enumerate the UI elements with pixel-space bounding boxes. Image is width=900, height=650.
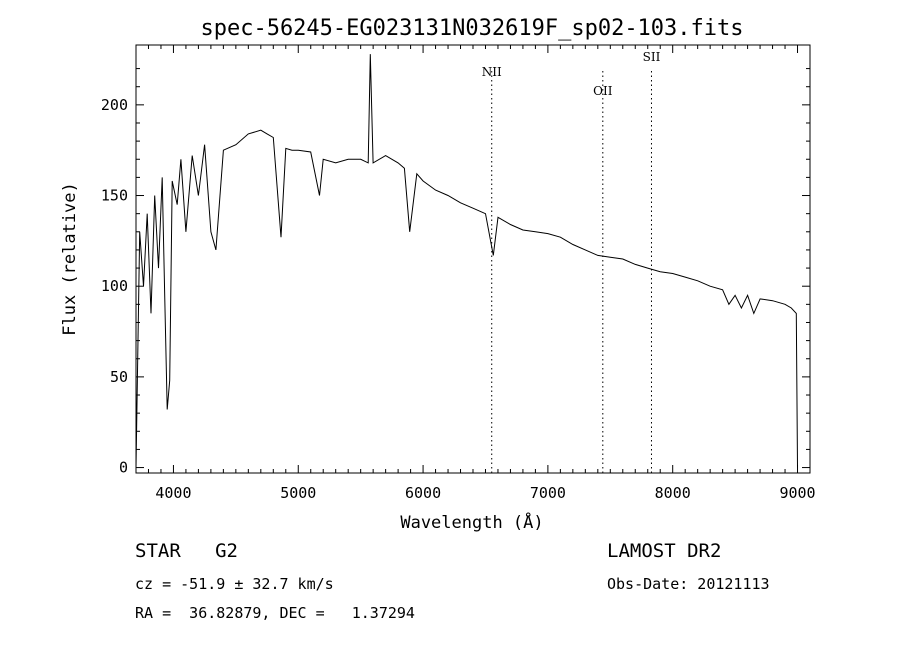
y-tick-label: 0 [119,459,128,477]
emission-line-label: OII [593,84,613,98]
plot-frame [135,44,811,474]
coordinates-label: RA = 36.82879, DEC = 1.37294 [135,604,415,622]
x-tick-label: 9000 [779,484,815,502]
y-tick-label: 200 [101,96,128,114]
x-tick-label: 6000 [405,484,441,502]
class-label: STAR G2 [135,540,238,562]
axis-ticks: 4000 5000 6000 7000 8000 9000 0 50 100 150 200 [101,45,816,502]
y-tick-label: 100 [101,277,128,295]
chart-title: spec-56245-EG023131N032619F_sp02-103.fit… [200,16,743,41]
spectrum-line [135,54,798,468]
y-tick-label: 150 [101,187,128,205]
survey-label: LAMOST DR2 [607,540,722,562]
obs-date-label: Obs-Date: 20121113 [607,575,770,593]
emission-lines: NII OII SII [482,50,661,473]
x-tick-label: 8000 [655,484,691,502]
redshift-label: cz = -51.9 ± 32.7 km/s [135,575,334,593]
y-tick-label: 50 [110,368,128,386]
emission-line-label: SII [643,50,661,64]
emission-line-label: NII [482,65,502,79]
x-tick-label: 7000 [530,484,566,502]
x-tick-label: 5000 [280,484,316,502]
x-tick-label: 4000 [155,484,191,502]
x-axis-label: Wavelength (Å) [400,511,543,533]
y-axis-label: Flux (relative) [60,182,80,336]
